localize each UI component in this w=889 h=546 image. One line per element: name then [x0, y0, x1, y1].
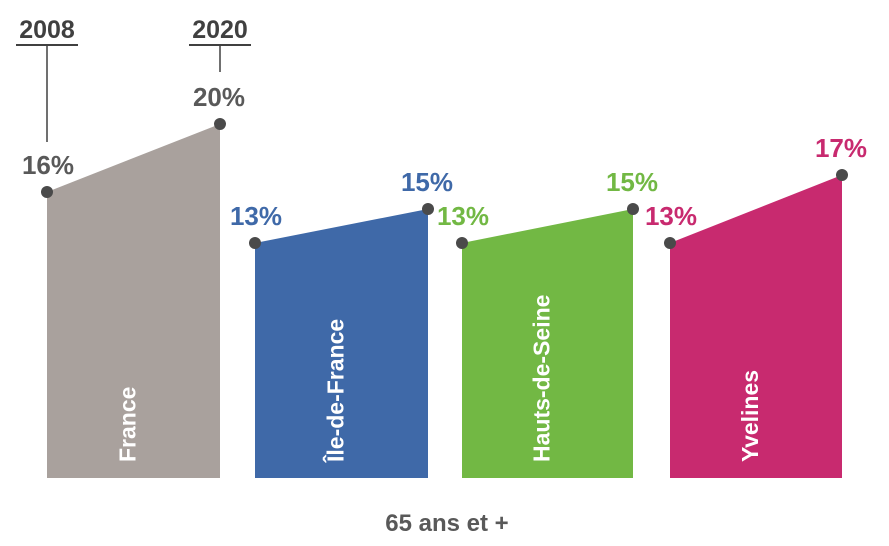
point-end-3 [836, 169, 848, 181]
year-label-2008: 2008 [19, 16, 75, 44]
point-end-2 [627, 203, 639, 215]
value-label-end-1: 15% [401, 167, 453, 197]
chart-caption: 65 ans et + [385, 510, 508, 537]
category-label-3: Yvelines [737, 370, 763, 462]
series-3: 13% 17% Yvelines [645, 133, 867, 478]
value-label-end-3: 17% [815, 133, 867, 163]
point-end-0 [214, 118, 226, 130]
series-2: 13% 15% Hauts-de-Seine [437, 167, 658, 478]
area-1 [255, 209, 428, 478]
series-0: 16% 20% France [22, 82, 245, 478]
category-label-1: Île-de-France [322, 319, 349, 463]
point-start-0 [41, 186, 53, 198]
value-label-start-1: 13% [230, 201, 282, 231]
year-label-2020: 2020 [192, 16, 248, 44]
value-label-start-0: 16% [22, 150, 74, 180]
point-end-1 [422, 203, 434, 215]
value-label-end-0: 20% [193, 82, 245, 112]
category-label-2: Hauts-de-Seine [529, 295, 555, 462]
value-label-end-2: 15% [606, 167, 658, 197]
value-label-start-2: 13% [437, 201, 489, 231]
area-0 [47, 124, 220, 478]
series-1: 13% 15% Île-de-France [230, 167, 453, 478]
category-label-0: France [115, 387, 141, 462]
area-3 [670, 175, 842, 478]
area-2 [462, 209, 633, 478]
point-start-3 [664, 237, 676, 249]
point-start-2 [456, 237, 468, 249]
value-label-start-3: 13% [645, 201, 697, 231]
point-start-1 [249, 237, 261, 249]
